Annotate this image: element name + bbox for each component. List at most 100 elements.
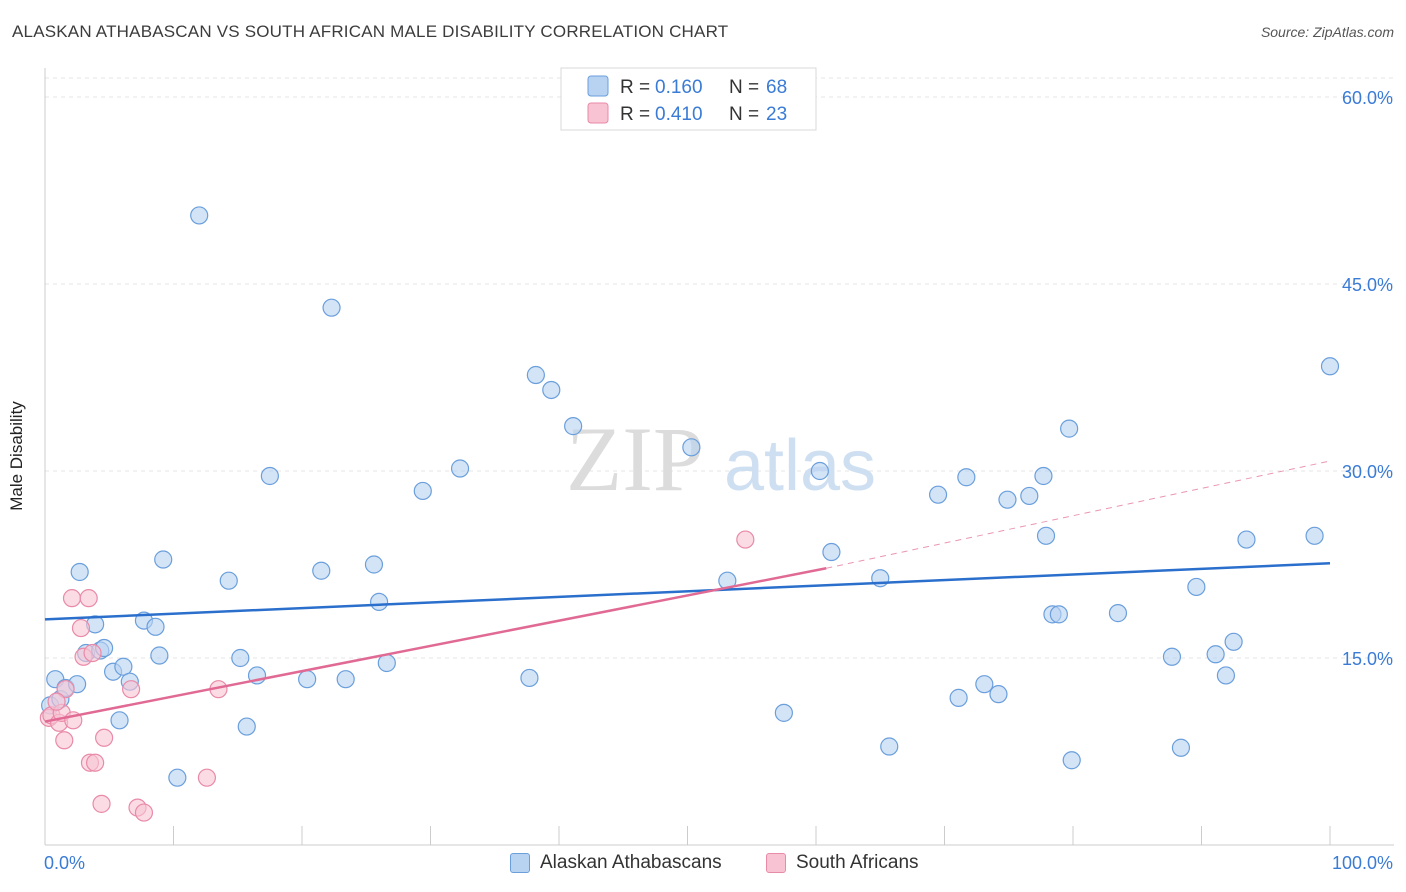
data-point-alaskan-athabascans <box>564 417 583 436</box>
data-point-alaskan-athabascans <box>70 562 89 582</box>
legend-r-value-blue: 0.160 <box>655 77 703 98</box>
data-point-alaskan-athabascans <box>1108 604 1128 623</box>
data-point-south-africans <box>197 768 217 787</box>
y-tick-label: 30.0% <box>1342 462 1393 482</box>
legend-n-value-blue: 68 <box>766 77 787 98</box>
data-point-south-africans <box>83 643 102 663</box>
data-point-south-africans <box>47 692 66 711</box>
data-point-alaskan-athabascans <box>998 490 1017 509</box>
data-point-south-africans <box>56 680 75 699</box>
data-point-alaskan-athabascans <box>364 555 384 574</box>
data-point-alaskan-athabascans <box>219 571 238 590</box>
data-point-alaskan-athabascans <box>1216 666 1236 685</box>
legend-swatch-pink-bottom <box>766 853 786 873</box>
data-point-alaskan-athabascans <box>1237 530 1256 549</box>
data-point-alaskan-athabascans <box>413 481 432 501</box>
legend-n-value-pink: 23 <box>766 104 787 125</box>
data-point-alaskan-athabascans <box>822 542 841 562</box>
legend-item-alaskan-athabascans: Alaskan Athabascans <box>510 852 722 874</box>
data-point-alaskan-athabascans <box>150 646 169 665</box>
data-point-alaskan-athabascans <box>336 670 355 689</box>
data-point-alaskan-athabascans <box>1162 647 1182 666</box>
y-tick-label: 15.0% <box>1342 649 1393 669</box>
legend-bottom: Alaskan Athabascans South Africans <box>0 852 1406 878</box>
trend-line-south-africans <box>44 567 827 723</box>
y-tick-label: 60.0% <box>1342 88 1393 108</box>
data-point-south-africans <box>62 589 82 608</box>
data-point-alaskan-athabascans <box>1187 577 1206 597</box>
data-point-alaskan-athabascans <box>1206 645 1225 664</box>
data-point-alaskan-athabascans <box>146 617 165 636</box>
data-point-alaskan-athabascans <box>154 550 173 569</box>
data-point-alaskan-athabascans <box>1034 466 1053 486</box>
series-alaskan-athabascans <box>41 206 1340 787</box>
data-point-alaskan-athabascans <box>322 298 341 317</box>
legend-label-alaskan-athabascans: Alaskan Athabascans <box>540 852 722 873</box>
trend-line-south-africans-extension <box>826 460 1331 569</box>
legend-top: R = 0.160 N = 68 R = 0.410 N = 23 <box>560 67 817 131</box>
chart-title: ALASKAN ATHABASCAN VS SOUTH AFRICAN MALE… <box>12 22 729 41</box>
data-point-alaskan-athabascans <box>526 365 545 385</box>
legend-r-label-pink: R = <box>620 104 650 125</box>
data-point-alaskan-athabascans <box>1049 605 1068 624</box>
trend-lines <box>44 460 1331 723</box>
data-point-alaskan-athabascans <box>312 561 331 580</box>
data-point-alaskan-athabascans <box>1020 486 1039 506</box>
data-point-south-africans <box>55 731 74 750</box>
data-point-alaskan-athabascans <box>231 648 250 668</box>
legend-r-value-pink: 0.410 <box>655 104 703 125</box>
data-point-alaskan-athabascans <box>957 468 976 487</box>
data-point-south-africans <box>92 794 111 813</box>
trend-line-alaskan-athabascans <box>44 562 1331 621</box>
legend-n-label-blue: N = <box>729 77 759 98</box>
data-point-alaskan-athabascans <box>110 711 129 730</box>
watermark-atlas: atlas <box>724 426 876 506</box>
data-point-south-africans <box>79 589 98 608</box>
data-point-alaskan-athabascans <box>377 653 396 673</box>
legend-swatch-pink <box>587 102 609 124</box>
data-point-alaskan-athabascans <box>114 657 133 676</box>
data-point-alaskan-athabascans <box>520 668 539 688</box>
data-point-south-africans <box>121 680 141 699</box>
data-point-alaskan-athabascans <box>168 768 187 787</box>
legend-swatch-blue <box>587 75 609 97</box>
data-point-alaskan-athabascans <box>1036 526 1056 545</box>
data-point-alaskan-athabascans <box>542 380 561 400</box>
data-point-south-africans <box>736 530 755 549</box>
data-point-alaskan-athabascans <box>810 461 829 481</box>
source-label: Source: ZipAtlas.com <box>1260 24 1394 40</box>
data-point-alaskan-athabascans <box>1224 632 1243 651</box>
tick-labels: 15.0% 30.0% 45.0% 60.0% 0.0% 100.0% <box>44 88 1393 873</box>
y-tick-label: 45.0% <box>1342 275 1393 295</box>
data-point-alaskan-athabascans <box>298 670 317 689</box>
data-point-alaskan-athabascans <box>880 737 899 756</box>
watermark-zip: ZIP <box>566 408 704 510</box>
legend-swatch-blue-bottom <box>510 853 530 873</box>
data-point-alaskan-athabascans <box>928 485 948 504</box>
data-point-alaskan-athabascans <box>1062 751 1081 770</box>
data-point-alaskan-athabascans <box>1305 526 1324 545</box>
x-tick-label: 0.0% <box>44 853 85 873</box>
watermark: ZIP atlas <box>566 408 876 510</box>
data-point-south-africans <box>71 618 91 638</box>
axes <box>44 68 1394 846</box>
data-point-alaskan-athabascans <box>774 703 793 722</box>
data-point-alaskan-athabascans <box>949 688 968 707</box>
x-tick-label: 100.0% <box>1332 853 1393 873</box>
data-point-alaskan-athabascans <box>1060 419 1079 438</box>
gridlines <box>45 77 1394 659</box>
legend-r-label-blue: R = <box>620 77 650 98</box>
data-point-alaskan-athabascans <box>237 717 256 736</box>
legend-n-label-pink: N = <box>729 104 759 125</box>
data-point-south-africans <box>86 753 105 772</box>
data-point-alaskan-athabascans <box>975 675 994 694</box>
data-point-alaskan-athabascans <box>260 466 279 486</box>
data-point-alaskan-athabascans <box>1320 357 1340 376</box>
series-south-africans <box>39 530 755 822</box>
data-point-alaskan-athabascans <box>450 459 470 478</box>
data-point-south-africans <box>134 803 154 822</box>
data-point-alaskan-athabascans <box>190 206 209 225</box>
data-point-alaskan-athabascans <box>989 685 1008 704</box>
data-point-alaskan-athabascans <box>370 592 389 612</box>
